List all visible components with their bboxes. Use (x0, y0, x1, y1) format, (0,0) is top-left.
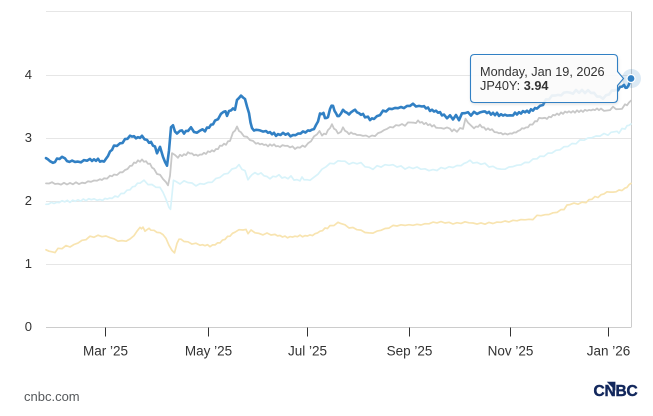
svg-text:1: 1 (25, 256, 32, 271)
svg-text:0: 0 (25, 319, 32, 334)
svg-text:2: 2 (25, 193, 32, 208)
svg-text:Jan ’26: Jan ’26 (587, 344, 631, 359)
svg-text:Jul ’25: Jul ’25 (288, 344, 327, 359)
svg-text:Monday, Jan 19, 2026: Monday, Jan 19, 2026 (480, 65, 605, 79)
svg-text:3: 3 (25, 130, 32, 145)
svg-text:Sep ’25: Sep ’25 (387, 344, 433, 359)
svg-text:CNBC: CNBC (594, 383, 638, 400)
svg-text:JP40Y: 3.94: JP40Y: 3.94 (480, 79, 548, 93)
svg-text:May ’25: May ’25 (185, 344, 232, 359)
svg-text:Nov ’25: Nov ’25 (488, 344, 534, 359)
svg-text:cnbc.com: cnbc.com (24, 389, 80, 404)
svg-text:4: 4 (25, 67, 32, 82)
svg-text:Mar ’25: Mar ’25 (83, 344, 128, 359)
